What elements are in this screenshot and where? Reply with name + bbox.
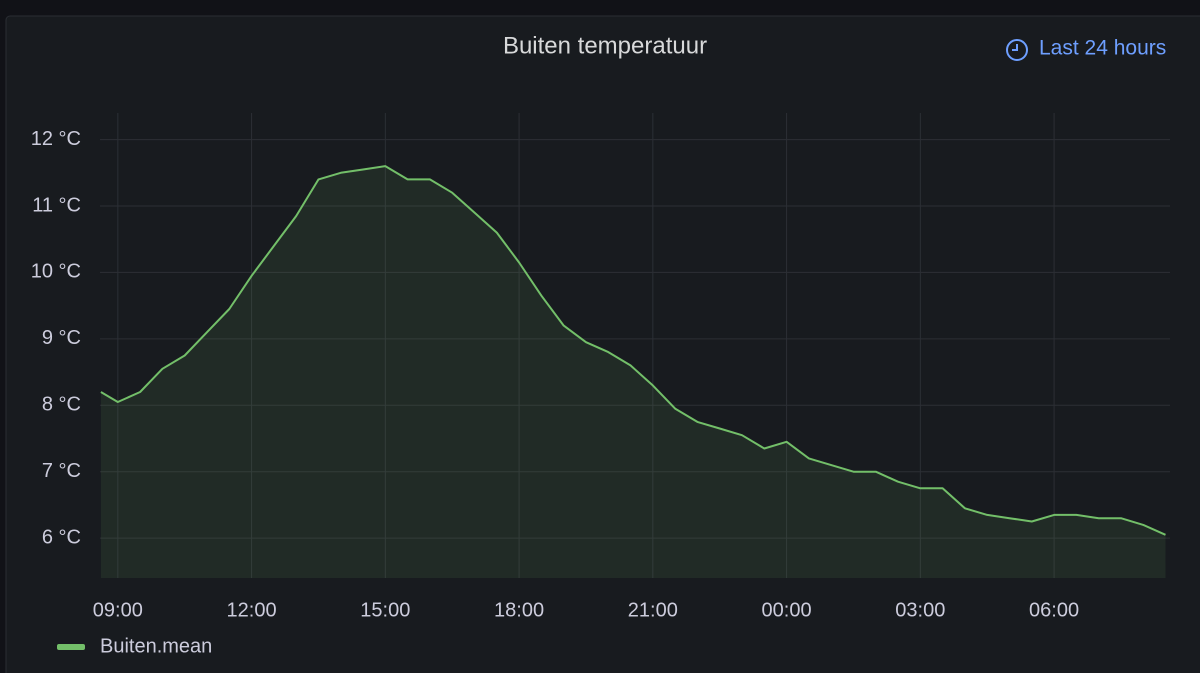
panel-frame xyxy=(5,15,1200,673)
x-tick-label: 12:00 xyxy=(227,599,277,621)
x-tick-label: 15:00 xyxy=(360,599,410,621)
time-range-picker[interactable]: Last 24 hours xyxy=(1006,37,1166,61)
clock-hands xyxy=(1012,44,1018,51)
y-tick-label: 9 °C xyxy=(42,327,81,349)
time-range[interactable]: Last 24 hours xyxy=(1039,37,1166,60)
y-tick-label: 8 °C xyxy=(42,394,81,416)
x-tick-label: 00:00 xyxy=(762,599,812,621)
line xyxy=(100,165,1166,536)
area-fill xyxy=(100,166,1166,578)
panel-title: Buiten temperatuur xyxy=(503,32,707,59)
x-tick-label: 06:00 xyxy=(1029,599,1079,621)
legend-item[interactable]: Buiten.mean xyxy=(57,635,212,657)
x-tick-label: 18:00 xyxy=(494,599,544,621)
y-tick-label: 10 °C xyxy=(31,261,81,283)
x-tick-label: 21:00 xyxy=(628,599,678,621)
y-tick-label: 7 °C xyxy=(42,460,81,482)
legend-label[interactable]: Buiten.mean xyxy=(100,635,212,657)
x-tick-label: 03:00 xyxy=(895,599,945,621)
y-tick-label: 6 °C xyxy=(42,526,81,548)
y-tick-label: 11 °C xyxy=(32,194,81,216)
y-tick-label: 12 °C xyxy=(31,128,81,150)
legend-swatch xyxy=(57,644,85,650)
x-tick-label: 09:00 xyxy=(93,599,143,621)
clock-icon xyxy=(1006,39,1028,61)
